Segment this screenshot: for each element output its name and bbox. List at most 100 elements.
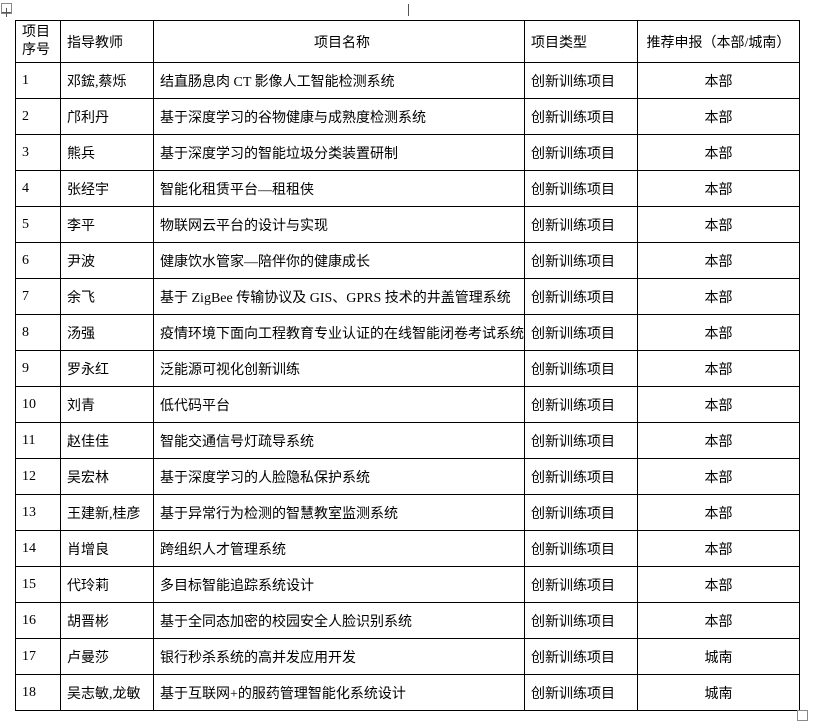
table-cell: 创新训练项目 bbox=[524, 566, 638, 603]
table-resize-handle[interactable] bbox=[797, 710, 808, 721]
table-cell: 邓鋐,蔡烁 bbox=[60, 62, 154, 99]
table-cell: 3 bbox=[15, 134, 61, 171]
table-cell: 创新训练项目 bbox=[524, 638, 638, 675]
table-cell: 基于互联网+的服药管理智能化系统设计 bbox=[153, 674, 525, 711]
table-cell: 本部 bbox=[637, 242, 800, 279]
header-cell: 项目序号 bbox=[15, 20, 61, 63]
table-cell: 创新训练项目 bbox=[524, 206, 638, 243]
table-cell: 9 bbox=[15, 350, 61, 387]
table-row: 7 余飞 基于 ZigBee 传输协议及 GIS、GPRS 技术的井盖管理系统 创新训… bbox=[15, 278, 800, 315]
header-cell: 项目名称 bbox=[153, 20, 525, 63]
table-cell: 本部 bbox=[637, 62, 800, 99]
table-cell: 12 bbox=[15, 458, 61, 495]
move-icon bbox=[2, 8, 11, 17]
table-cell: 创新训练项目 bbox=[524, 530, 638, 567]
table-cell: 泛能源可视化创新训练 bbox=[153, 350, 525, 387]
table-cell: 低代码平台 bbox=[153, 386, 525, 423]
table-cell: 本部 bbox=[637, 458, 800, 495]
project-table: 项目序号 指导教师 项目名称 项目类型 推荐申报（本部/城南） 1 邓鋐,蔡烁 结直肠息肉 … bbox=[15, 20, 800, 711]
table-row: 1 邓鋐,蔡烁 结直肠息肉 CT 影像人工智能检测系统 创新训练项目 本部 bbox=[15, 62, 800, 99]
table-cell: 本部 bbox=[637, 278, 800, 315]
table-cell: 本部 bbox=[637, 206, 800, 243]
table-cell: 创新训练项目 bbox=[524, 242, 638, 279]
table-cell: 智能化租赁平台—租租侠 bbox=[153, 170, 525, 207]
table-row: 4 张经宇 智能化租赁平台—租租侠 创新训练项目 本部 bbox=[15, 170, 800, 207]
table-cell: 王建新,桂彦 bbox=[60, 494, 154, 531]
table-cell: 创新训练项目 bbox=[524, 62, 638, 99]
table-cell: 本部 bbox=[637, 566, 800, 603]
table-cell: 张经宇 bbox=[60, 170, 154, 207]
table-cell: 健康饮水管家—陪伴你的健康成长 bbox=[153, 242, 525, 279]
table-row: 10 刘青 低代码平台 创新训练项目 本部 bbox=[15, 386, 800, 423]
table-cell: 创新训练项目 bbox=[524, 350, 638, 387]
table-cell: 本部 bbox=[637, 494, 800, 531]
table-cell: 17 bbox=[15, 638, 61, 675]
table-cell: 本部 bbox=[637, 314, 800, 351]
table-row: 3 熊兵 基于深度学习的智能垃圾分类装置研制 创新训练项目 本部 bbox=[15, 134, 800, 171]
header-cell: 指导教师 bbox=[60, 20, 154, 63]
table-cell: 尹波 bbox=[60, 242, 154, 279]
table-cell: 邝利丹 bbox=[60, 98, 154, 135]
table-row: 11 赵佳佳 智能交通信号灯疏导系统 创新训练项目 本部 bbox=[15, 422, 800, 459]
table-cell: 本部 bbox=[637, 602, 800, 639]
table-cell: 5 bbox=[15, 206, 61, 243]
table-cell: 创新训练项目 bbox=[524, 170, 638, 207]
table-cell: 本部 bbox=[637, 170, 800, 207]
table-cell: 本部 bbox=[637, 98, 800, 135]
table-cell: 1 bbox=[15, 62, 61, 99]
table-move-handle[interactable] bbox=[1, 3, 12, 17]
table-row: 13 王建新,桂彦 基于异常行为检测的智慧教室监测系统 创新训练项目 本部 bbox=[15, 494, 800, 531]
table-cell: 汤强 bbox=[60, 314, 154, 351]
table-cell: 基于深度学习的人脸隐私保护系统 bbox=[153, 458, 525, 495]
table-cell: 基于 ZigBee 传输协议及 GIS、GPRS 技术的井盖管理系统 bbox=[153, 278, 525, 315]
table-cell: 8 bbox=[15, 314, 61, 351]
table-cell: 罗永红 bbox=[60, 350, 154, 387]
table-cell: 本部 bbox=[637, 386, 800, 423]
table-cell: 本部 bbox=[637, 134, 800, 171]
table-row: 15 代玲莉 多目标智能追踪系统设计 创新训练项目 本部 bbox=[15, 566, 800, 603]
table-cell: 卢曼莎 bbox=[60, 638, 154, 675]
table-row: 12 吴宏林 基于深度学习的人脸隐私保护系统 创新训练项目 本部 bbox=[15, 458, 800, 495]
table-cell: 本部 bbox=[637, 530, 800, 567]
table-cell: 基于异常行为检测的智慧教室监测系统 bbox=[153, 494, 525, 531]
table-cell: 基于深度学习的智能垃圾分类装置研制 bbox=[153, 134, 525, 171]
table-row: 2 邝利丹 基于深度学习的谷物健康与成熟度检测系统 创新训练项目 本部 bbox=[15, 98, 800, 135]
table-row: 9 罗永红 泛能源可视化创新训练 创新训练项目 本部 bbox=[15, 350, 800, 387]
table-cell: 2 bbox=[15, 98, 61, 135]
table-cell: 疫情环境下面向工程教育专业认证的在线智能闭卷考试系统 bbox=[153, 314, 525, 351]
table-cell: 智能交通信号灯疏导系统 bbox=[153, 422, 525, 459]
table-cell: 18 bbox=[15, 674, 61, 711]
table-row: 8 汤强 疫情环境下面向工程教育专业认证的在线智能闭卷考试系统 创新训练项目 本部 bbox=[15, 314, 800, 351]
table-cell: 吴志敏,龙敏 bbox=[60, 674, 154, 711]
table-cell: 基于深度学习的谷物健康与成熟度检测系统 bbox=[153, 98, 525, 135]
table-row: 6 尹波 健康饮水管家—陪伴你的健康成长 创新训练项目 本部 bbox=[15, 242, 800, 279]
table-cell: 代玲莉 bbox=[60, 566, 154, 603]
table-cell: 6 bbox=[15, 242, 61, 279]
table-row: 16 胡晋彬 基于全同态加密的校园安全人脸识别系统 创新训练项目 本部 bbox=[15, 602, 800, 639]
table-cell: 城南 bbox=[637, 638, 800, 675]
table-row: 17 卢曼莎 银行秒杀系统的高并发应用开发 创新训练项目 城南 bbox=[15, 638, 800, 675]
table-row: 5 李平 物联网云平台的设计与实现 创新训练项目 本部 bbox=[15, 206, 800, 243]
table-cell: 吴宏林 bbox=[60, 458, 154, 495]
table-header: 项目序号 指导教师 项目名称 项目类型 推荐申报（本部/城南） bbox=[15, 20, 800, 63]
table-cell: 余飞 bbox=[60, 278, 154, 315]
table-cell: 创新训练项目 bbox=[524, 422, 638, 459]
table-cell: 刘青 bbox=[60, 386, 154, 423]
text-cursor bbox=[408, 4, 409, 16]
table-cell: 肖增良 bbox=[60, 530, 154, 567]
table-cell: 创新训练项目 bbox=[524, 494, 638, 531]
table-cell: 城南 bbox=[637, 674, 800, 711]
table-cell: 多目标智能追踪系统设计 bbox=[153, 566, 525, 603]
table-cell: 本部 bbox=[637, 350, 800, 387]
header-row: 项目序号 指导教师 项目名称 项目类型 推荐申报（本部/城南） bbox=[15, 20, 800, 63]
table-cell: 10 bbox=[15, 386, 61, 423]
table-cell: 本部 bbox=[637, 422, 800, 459]
table-cell: 15 bbox=[15, 566, 61, 603]
table-cell: 李平 bbox=[60, 206, 154, 243]
table-cell: 创新训练项目 bbox=[524, 674, 638, 711]
table-cell: 基于全同态加密的校园安全人脸识别系统 bbox=[153, 602, 525, 639]
table-cell: 创新训练项目 bbox=[524, 98, 638, 135]
table-cell: 创新训练项目 bbox=[524, 386, 638, 423]
table-body: 1 邓鋐,蔡烁 结直肠息肉 CT 影像人工智能检测系统 创新训练项目 本部 2 邝利丹 基于深… bbox=[15, 62, 800, 711]
